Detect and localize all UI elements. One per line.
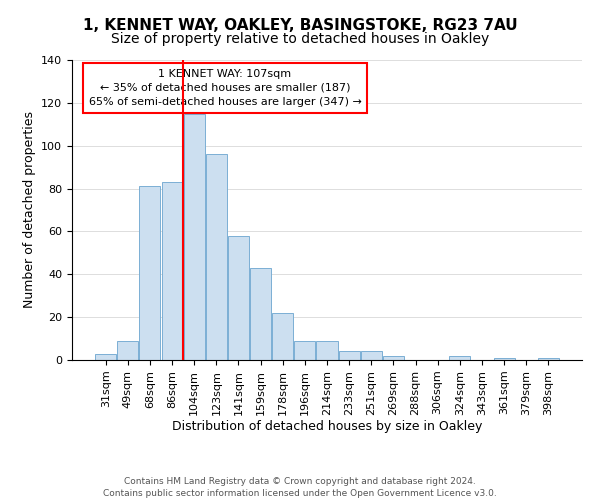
Bar bbox=[184, 114, 205, 360]
X-axis label: Distribution of detached houses by size in Oakley: Distribution of detached houses by size … bbox=[172, 420, 482, 434]
Text: Size of property relative to detached houses in Oakley: Size of property relative to detached ho… bbox=[111, 32, 489, 46]
Bar bbox=[250, 268, 271, 360]
Bar bbox=[494, 358, 515, 360]
Y-axis label: Number of detached properties: Number of detached properties bbox=[23, 112, 35, 308]
Bar bbox=[272, 313, 293, 360]
Bar bbox=[161, 182, 182, 360]
Bar bbox=[316, 340, 338, 360]
Bar bbox=[338, 352, 359, 360]
Bar bbox=[383, 356, 404, 360]
Text: Contains HM Land Registry data © Crown copyright and database right 2024.
Contai: Contains HM Land Registry data © Crown c… bbox=[103, 476, 497, 498]
Bar bbox=[95, 354, 116, 360]
Bar bbox=[228, 236, 249, 360]
Text: 1 KENNET WAY: 107sqm
← 35% of detached houses are smaller (187)
65% of semi-deta: 1 KENNET WAY: 107sqm ← 35% of detached h… bbox=[89, 69, 361, 107]
Bar bbox=[206, 154, 227, 360]
Bar bbox=[538, 358, 559, 360]
Bar bbox=[449, 356, 470, 360]
Bar bbox=[361, 352, 382, 360]
Bar bbox=[139, 186, 160, 360]
Bar bbox=[295, 340, 316, 360]
Text: 1, KENNET WAY, OAKLEY, BASINGSTOKE, RG23 7AU: 1, KENNET WAY, OAKLEY, BASINGSTOKE, RG23… bbox=[83, 18, 517, 32]
Bar bbox=[118, 340, 139, 360]
